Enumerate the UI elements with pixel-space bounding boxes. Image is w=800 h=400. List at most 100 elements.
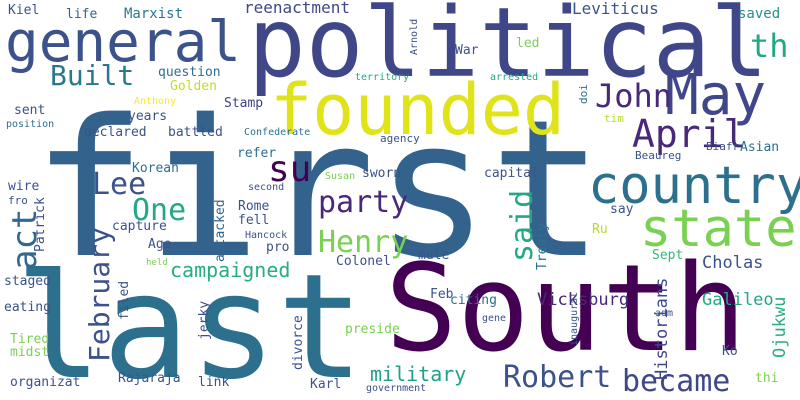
- word-pro: pro: [266, 240, 290, 255]
- word-may: May: [665, 63, 767, 128]
- word-february: February: [83, 227, 116, 362]
- word-mule: mule: [418, 248, 450, 263]
- word-tired: Tired: [10, 332, 50, 347]
- word-country: country: [588, 156, 800, 216]
- word-ko: Ko: [722, 344, 738, 359]
- word-fro: fro: [8, 194, 28, 207]
- word-position: position: [6, 119, 55, 130]
- word-beaureg: Beaureg: [635, 149, 682, 162]
- word-rome: Rome: [238, 199, 270, 214]
- word-general: general: [5, 10, 242, 75]
- word-founded: founded: [270, 69, 566, 151]
- word-stamp: Stamp: [224, 96, 264, 111]
- word-cholas: Cholas: [702, 253, 764, 273]
- word-held: held: [146, 258, 168, 268]
- word-sept: Sept: [652, 248, 684, 263]
- word-adm: adm: [655, 308, 674, 319]
- word-robert: Robert: [503, 360, 612, 395]
- word-government: government: [366, 383, 427, 394]
- word-led: led: [516, 36, 540, 51]
- word-second: second: [248, 182, 285, 193]
- word-organizat: organizat: [10, 375, 81, 390]
- word-eating: eating: [4, 300, 51, 315]
- word-patrick: Patrick: [33, 197, 48, 252]
- word-arnold: Arnold: [409, 18, 420, 55]
- word-ojukwu: Ojukwu: [770, 296, 790, 358]
- word-agency: agency: [380, 132, 420, 145]
- word-asian: Asian: [740, 140, 780, 155]
- word-leviticus: Leviticus: [572, 0, 659, 18]
- word-vicksburg: Vicksburg: [537, 290, 630, 310]
- word-first: first: [32, 79, 604, 300]
- word-one: One: [132, 193, 187, 228]
- word-sworn: sworn: [362, 166, 402, 181]
- word-galileo: Galileo: [702, 290, 774, 310]
- word-preside: preside: [345, 322, 400, 337]
- word-state: state: [640, 199, 797, 259]
- word-marxist: Marxist: [124, 6, 184, 22]
- word-tim: tim: [604, 112, 624, 125]
- word-korean: Korean: [132, 161, 179, 176]
- word-party: party: [318, 185, 409, 220]
- word-henry: Henry: [318, 225, 409, 260]
- word-inaugural: inaugural: [569, 291, 580, 346]
- word-declared: declared: [84, 125, 147, 140]
- word-treaty: Treaty: [535, 223, 550, 270]
- word-biafr: Biafr: [706, 140, 740, 153]
- word-su: su: [268, 149, 312, 190]
- word-kiel: Kiel: [8, 3, 40, 18]
- word-life: life: [66, 7, 98, 22]
- word-susan: Susan: [325, 171, 356, 182]
- word-anthony: Anthony: [134, 96, 177, 107]
- word-feb: Feb: [430, 287, 454, 302]
- word-south: South: [385, 240, 747, 379]
- word-link: link: [198, 375, 230, 390]
- word-saved: saved: [738, 6, 781, 22]
- word-say: say: [610, 202, 634, 217]
- word-question: question: [158, 65, 221, 80]
- word-staged: staged: [4, 274, 51, 289]
- word-historians: Historians: [652, 277, 672, 380]
- word-john: John: [595, 77, 673, 115]
- word-wire: wire: [8, 179, 40, 194]
- word-arrested: arrested: [490, 72, 539, 83]
- word-april: April: [632, 112, 747, 156]
- word-doi: doi: [577, 84, 590, 104]
- word-military: military: [370, 362, 467, 386]
- word-capital: capital: [484, 166, 539, 181]
- word-capture: capture: [112, 219, 167, 234]
- word-age: Age: [148, 237, 172, 252]
- word-war: War: [455, 43, 479, 58]
- word-confederate: Confederate: [244, 127, 311, 138]
- word-hancock: Hancock: [245, 230, 288, 241]
- word-rajaraja: Rajaraja: [118, 371, 181, 386]
- word-midst: midst: [10, 345, 50, 360]
- word-colonel: Colonel: [336, 254, 391, 269]
- word-fell: fell: [238, 213, 270, 228]
- word-lee: Lee: [92, 167, 147, 202]
- word-last: last: [15, 243, 365, 400]
- word-attacked: attacked: [213, 199, 228, 262]
- word-citing: citing: [450, 293, 497, 308]
- word-divorce: divorce: [291, 315, 306, 370]
- word-filed: filed: [117, 280, 132, 320]
- word-jerky: jerky: [197, 300, 212, 340]
- word-karl: Karl: [310, 377, 342, 392]
- word-battled: battled: [168, 125, 223, 140]
- word-th: th: [750, 27, 789, 65]
- word-years: years: [128, 109, 168, 124]
- word-built: Built: [50, 59, 135, 92]
- word-said: said: [505, 189, 540, 262]
- word-sent: sent: [14, 103, 46, 118]
- word-campaigned: campaigned: [170, 258, 291, 282]
- word-reenactment: reenactment: [244, 0, 350, 17]
- word-gene: gene: [482, 313, 507, 324]
- word-thi: thi: [755, 371, 779, 386]
- word-refer: refer: [237, 146, 277, 161]
- word-golden: Golden: [170, 79, 217, 94]
- word-political: political: [248, 0, 769, 99]
- word-territory: territory: [355, 72, 410, 83]
- word-became: became: [622, 364, 731, 399]
- word-ru: Ru: [592, 222, 608, 237]
